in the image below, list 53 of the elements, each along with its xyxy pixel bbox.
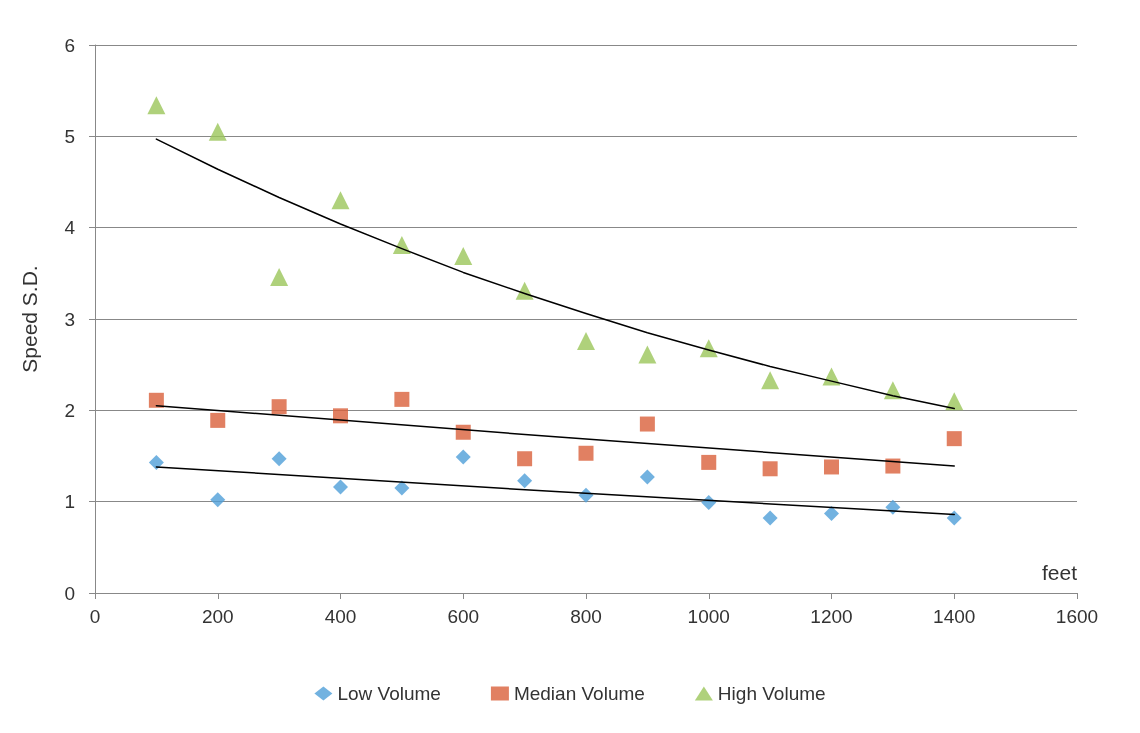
x-tick-label: 600 (447, 606, 480, 627)
point (271, 451, 287, 467)
x-tick-label: 800 (570, 606, 602, 627)
y-tick-label: 2 (64, 399, 75, 421)
point (271, 399, 287, 415)
point (148, 392, 164, 408)
y-tick-label: 0 (64, 582, 75, 604)
point (394, 391, 410, 407)
point (515, 281, 534, 300)
point (578, 445, 594, 461)
point (824, 459, 839, 475)
y-tick-label: 1 (64, 491, 75, 513)
y-tick-label: 5 (64, 125, 75, 147)
point (761, 371, 780, 390)
point (210, 412, 226, 428)
point (762, 510, 778, 526)
point (517, 473, 533, 489)
point (824, 506, 839, 522)
point (208, 122, 227, 141)
point (270, 267, 289, 286)
y-tick-label: 3 (64, 308, 75, 330)
y-tick-label: 4 (64, 217, 76, 239)
point (577, 331, 595, 350)
x-axis-title: feet (1041, 561, 1078, 584)
point (148, 454, 164, 470)
point (331, 191, 350, 210)
legend-label: Median Volume (513, 683, 645, 704)
point (333, 408, 348, 424)
legend-label: Low Volume (337, 683, 441, 704)
point (455, 449, 471, 465)
point (210, 492, 226, 508)
x-tick-label: 200 (201, 606, 234, 627)
x-tick-label: 1600 (1055, 606, 1099, 627)
point (394, 480, 410, 496)
point (454, 246, 473, 265)
x-tick-label: 0 (89, 606, 101, 627)
legend-label: High Volume (717, 683, 826, 704)
y-axis-title: Speed S.D. (18, 265, 41, 373)
point (762, 461, 778, 477)
point (333, 479, 348, 495)
point (147, 96, 166, 115)
point (639, 416, 655, 432)
point (517, 451, 533, 467)
point (946, 431, 962, 447)
x-tick-label: 1000 (687, 606, 730, 627)
x-tick-label: 1200 (810, 606, 853, 627)
point (639, 469, 655, 485)
x-tick-label: 1400 (933, 606, 976, 627)
point (946, 510, 962, 526)
point (638, 345, 657, 364)
y-tick-label: 6 (64, 34, 75, 56)
x-tick-label: 400 (324, 606, 357, 627)
point (701, 454, 717, 470)
